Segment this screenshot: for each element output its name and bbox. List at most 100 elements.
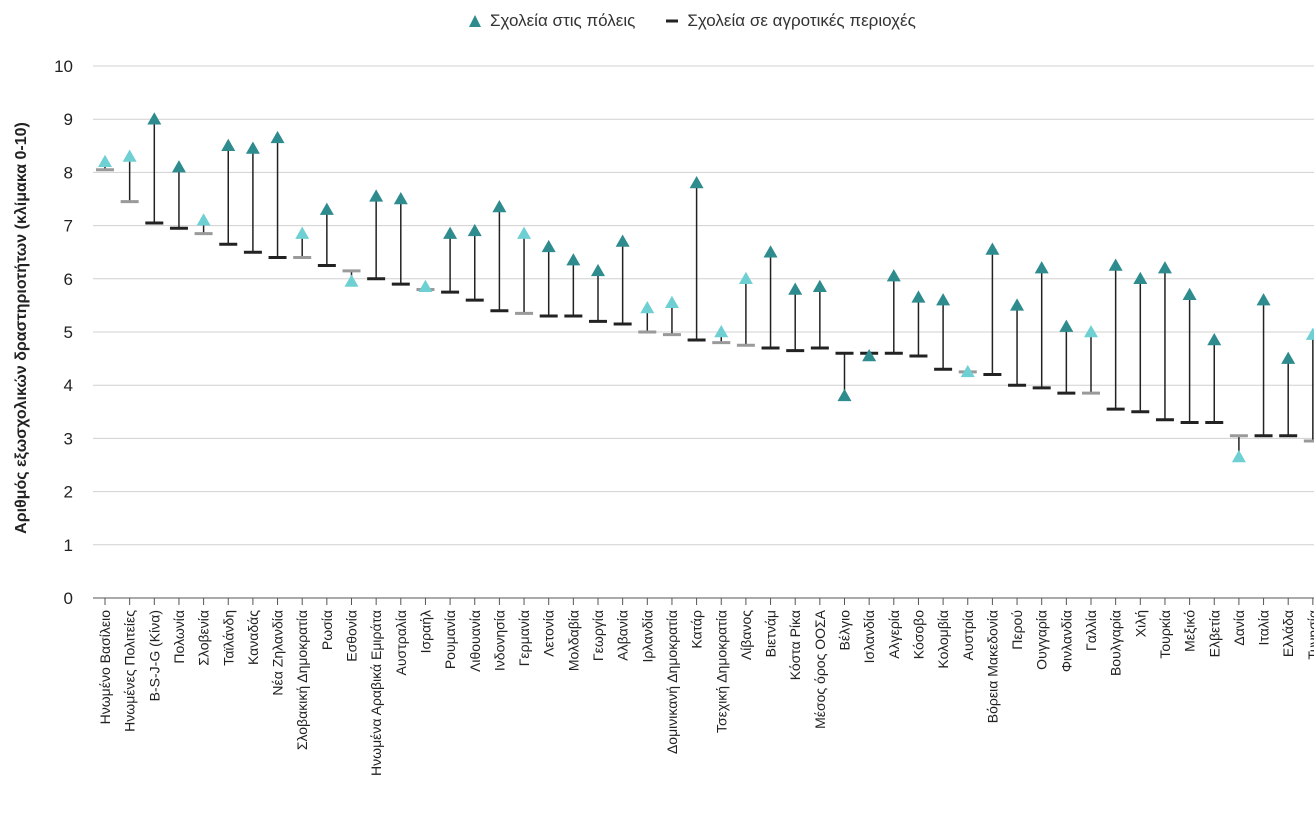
y-tick-label: 9 bbox=[64, 110, 73, 129]
urban-marker bbox=[714, 325, 729, 338]
urban-marker bbox=[1084, 325, 1098, 338]
y-tick-label: 1 bbox=[64, 536, 73, 555]
urban-marker bbox=[147, 112, 162, 125]
urban-marker bbox=[319, 202, 334, 215]
urban-marker bbox=[517, 226, 532, 239]
urban-marker bbox=[960, 364, 975, 378]
x-tick-label: Αυστρία bbox=[960, 610, 976, 660]
urban-marker bbox=[295, 226, 310, 239]
urban-marker bbox=[1133, 271, 1148, 285]
x-tick-label: Ηνωμένες Πολιτείες bbox=[122, 610, 138, 732]
urban-marker bbox=[1182, 287, 1197, 301]
urban-marker bbox=[221, 138, 236, 152]
x-tick-label: Ισλανδία bbox=[861, 610, 877, 663]
x-tick-label: Ηνωμένο Βασίλειο bbox=[97, 610, 113, 725]
urban-marker bbox=[640, 301, 655, 314]
x-tick-label: Ταϊλάνδη bbox=[220, 610, 236, 666]
urban-marker bbox=[936, 293, 951, 306]
x-tick-label: Βιετνάμ bbox=[763, 610, 779, 657]
legend: Σχολεία στις πόλεις Σχολεία σε αγροτικές… bbox=[468, 8, 946, 34]
urban-marker bbox=[270, 130, 285, 144]
urban-marker bbox=[788, 282, 803, 295]
urban-marker bbox=[763, 245, 778, 258]
x-tick-label: Ιρλανδία bbox=[639, 610, 655, 662]
urban-marker bbox=[1157, 261, 1172, 274]
urban-marker bbox=[886, 269, 901, 282]
urban-marker bbox=[911, 290, 926, 303]
x-tick-label: Λίβανος bbox=[738, 610, 754, 660]
legend-label-rural: Σχολεία σε αγροτικές περιοχές bbox=[687, 11, 916, 30]
urban-marker bbox=[1034, 261, 1049, 274]
urban-marker bbox=[393, 192, 408, 205]
x-tick-label: Βόρεια Μακεδονία bbox=[984, 610, 1000, 723]
x-tick-label: Γεωργία bbox=[590, 610, 606, 661]
x-tick-label: Ηνωμένα Αραβικά Εμιράτα bbox=[368, 610, 384, 776]
x-tick-label: Δομινικανή Δημοκρατία bbox=[664, 610, 680, 754]
x-tick-label: Λιθουανία bbox=[467, 610, 483, 672]
x-tick-label: Αυστραλία bbox=[393, 610, 409, 675]
urban-marker bbox=[664, 295, 679, 308]
x-tick-label: Βουλγαρία bbox=[1108, 610, 1124, 676]
urban-marker bbox=[1305, 327, 1314, 340]
legend-item-urban[interactable]: Σχολεία στις πόλεις bbox=[468, 11, 635, 31]
x-tick-label: Γαλλία bbox=[1083, 610, 1099, 651]
y-axis-title: Αριθμός εξωσχολικών δραστηριοτήτων (κλίμ… bbox=[13, 122, 30, 534]
x-tick-label: Περού bbox=[1009, 610, 1025, 650]
x-tick-label: Μεξικό bbox=[1182, 610, 1198, 652]
x-tick-label: Μολδαβία bbox=[565, 610, 581, 671]
x-tick-label: Καναδάς bbox=[245, 610, 261, 665]
y-tick-label: 7 bbox=[64, 217, 73, 236]
x-tick-label: Ελλάδα bbox=[1280, 610, 1296, 657]
x-tick-label: Σλοβακική Δημοκρατία bbox=[294, 610, 310, 750]
x-tick-label: Μέσος όρος ΟΟΣΑ bbox=[812, 609, 828, 729]
urban-marker bbox=[591, 263, 605, 277]
x-tick-label: Κολομβία bbox=[935, 610, 951, 669]
urban-marker bbox=[418, 279, 433, 293]
urban-marker bbox=[1010, 298, 1025, 311]
urban-marker bbox=[541, 239, 556, 253]
x-tick-label: Ρωσία bbox=[319, 610, 335, 650]
urban-marker bbox=[615, 234, 630, 247]
triangle-icon bbox=[469, 15, 481, 27]
x-tick-label: B-S-J-G (Κίνα) bbox=[146, 610, 162, 701]
x-tick-label: Ισραήλ bbox=[417, 610, 433, 653]
x-tick-label: Λετονία bbox=[541, 610, 557, 657]
urban-marker bbox=[985, 242, 1000, 255]
urban-marker bbox=[1059, 319, 1074, 332]
x-tick-label: Κόσοβο bbox=[910, 610, 926, 659]
urban-marker bbox=[245, 141, 260, 154]
urban-marker bbox=[1281, 351, 1296, 364]
x-tick-label: Σλοβενία bbox=[196, 610, 212, 666]
x-tick-label: Δανία bbox=[1231, 610, 1247, 646]
urban-marker bbox=[369, 189, 384, 202]
urban-marker bbox=[566, 253, 581, 266]
urban-marker bbox=[1256, 293, 1271, 306]
x-tick-label: Φινλανδία bbox=[1058, 610, 1074, 672]
urban-marker bbox=[738, 271, 753, 285]
urban-marker bbox=[98, 154, 112, 168]
x-tick-label: Γερμανία bbox=[516, 610, 532, 666]
x-tick-label: Ελβετία bbox=[1206, 610, 1222, 657]
urban-marker bbox=[122, 149, 137, 162]
urban-marker bbox=[862, 348, 877, 362]
y-tick-label: 5 bbox=[64, 323, 73, 342]
y-tick-label: 6 bbox=[64, 270, 73, 289]
x-tick-label: Κατάρ bbox=[689, 610, 705, 649]
x-tick-label: Ιταλία bbox=[1256, 610, 1272, 646]
y-tick-label: 0 bbox=[64, 589, 73, 608]
urban-marker bbox=[1231, 450, 1246, 463]
legend-item-rural[interactable]: Σχολεία σε αγροτικές περιοχές bbox=[665, 11, 916, 31]
urban-marker bbox=[1207, 332, 1222, 346]
x-tick-label: Αλβανία bbox=[615, 610, 631, 661]
urban-marker bbox=[837, 388, 852, 402]
urban-marker bbox=[492, 199, 507, 213]
x-tick-label: Τουρκία bbox=[1157, 610, 1173, 659]
y-tick-label: 4 bbox=[64, 376, 73, 395]
y-tick-label: 10 bbox=[54, 57, 73, 76]
urban-marker bbox=[689, 176, 704, 189]
urban-marker bbox=[443, 226, 458, 239]
y-tick-label: 3 bbox=[64, 429, 73, 448]
x-tick-label: Τυνησία bbox=[1305, 610, 1314, 660]
x-tick-label: Ρουμανία bbox=[442, 610, 458, 669]
